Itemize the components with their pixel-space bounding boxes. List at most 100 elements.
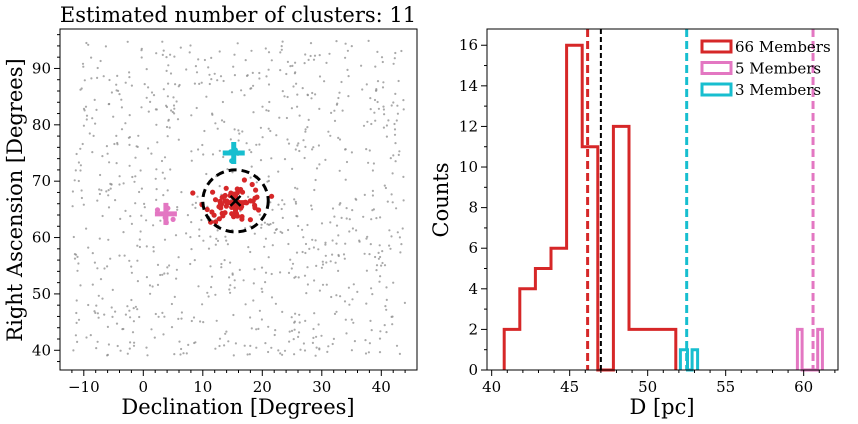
background-point	[214, 293, 217, 296]
background-point	[190, 150, 193, 153]
background-point	[386, 200, 389, 203]
background-point	[364, 352, 368, 355]
background-point	[147, 86, 150, 89]
background-point	[385, 124, 388, 127]
background-point	[255, 181, 258, 184]
background-point	[350, 318, 353, 321]
background-point	[138, 238, 141, 241]
background-point	[345, 207, 348, 210]
background-point	[207, 247, 211, 250]
background-point	[301, 87, 304, 90]
background-point	[80, 189, 83, 192]
background-point	[297, 224, 300, 228]
background-point	[228, 276, 231, 279]
background-point	[162, 49, 165, 52]
background-point	[238, 132, 241, 135]
background-point	[304, 319, 307, 322]
background-point	[390, 315, 393, 318]
background-point	[400, 49, 403, 53]
background-point	[314, 354, 317, 357]
background-point	[330, 295, 333, 299]
y-tick-label: 14	[459, 77, 478, 95]
background-point	[354, 197, 357, 200]
background-point	[329, 134, 332, 137]
background-point	[140, 56, 143, 59]
background-point	[185, 232, 188, 235]
background-point	[107, 343, 110, 346]
background-point	[134, 156, 137, 159]
background-point	[79, 147, 82, 150]
background-point	[397, 153, 400, 156]
background-point	[281, 216, 284, 219]
background-point	[214, 122, 217, 125]
background-point	[333, 119, 337, 122]
background-point	[385, 331, 388, 334]
background-point	[98, 237, 101, 240]
background-point	[177, 85, 180, 88]
background-point	[294, 71, 297, 74]
background-point	[163, 238, 167, 241]
background-point	[360, 64, 363, 67]
background-point	[281, 40, 284, 43]
background-point	[73, 257, 77, 260]
background-point	[218, 50, 221, 53]
background-point	[134, 305, 137, 308]
background-point	[286, 138, 289, 141]
background-point	[218, 149, 221, 152]
background-point	[190, 248, 193, 251]
background-point	[301, 250, 304, 254]
background-point	[156, 263, 160, 266]
y-tick-label: 60	[32, 229, 51, 247]
background-point	[290, 329, 294, 332]
background-point	[311, 341, 314, 344]
background-point	[370, 122, 373, 126]
cluster-member-point	[229, 204, 235, 210]
background-point	[134, 202, 137, 205]
background-point	[352, 321, 355, 324]
background-point	[362, 124, 366, 127]
background-point	[182, 352, 185, 355]
background-point	[264, 47, 267, 50]
background-point	[318, 347, 321, 350]
background-point	[396, 231, 399, 234]
legend-label: 5 Members	[735, 60, 821, 78]
background-point	[107, 194, 110, 197]
background-point	[369, 97, 372, 100]
background-point	[288, 330, 291, 333]
background-point	[202, 153, 205, 156]
background-point	[131, 175, 134, 179]
background-point	[211, 153, 215, 156]
background-point	[225, 239, 228, 242]
background-point	[335, 242, 338, 245]
background-point	[312, 336, 315, 339]
background-point	[75, 321, 78, 324]
background-point	[335, 294, 338, 297]
background-point	[93, 261, 96, 264]
background-point	[76, 269, 79, 272]
background-point	[267, 109, 270, 112]
y-tick-label: 70	[32, 172, 51, 190]
background-point	[270, 59, 273, 62]
background-point	[285, 72, 288, 76]
background-point	[267, 325, 270, 328]
background-point	[188, 51, 191, 54]
background-point	[345, 217, 348, 220]
background-point	[190, 221, 193, 224]
background-point	[347, 75, 350, 78]
background-point	[287, 228, 290, 232]
background-point	[362, 215, 365, 218]
background-point	[77, 161, 80, 164]
background-point	[180, 317, 183, 320]
background-point	[249, 250, 252, 254]
background-point	[75, 299, 78, 302]
background-point	[90, 56, 93, 59]
background-point	[91, 252, 94, 255]
background-point	[137, 134, 140, 137]
background-point	[321, 260, 324, 263]
background-point	[104, 45, 107, 48]
background-point	[105, 190, 108, 193]
background-point	[290, 107, 293, 110]
background-point	[166, 266, 169, 269]
background-point	[202, 239, 205, 242]
background-point	[202, 321, 205, 324]
